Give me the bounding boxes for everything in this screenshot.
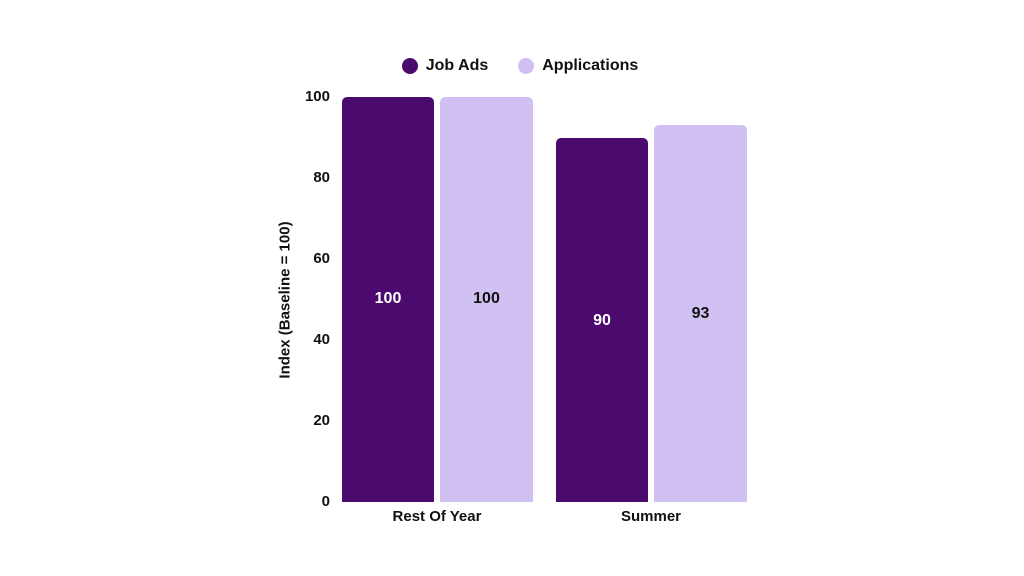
x-tick: Summer xyxy=(620,508,682,525)
chart-legend: Job Ads Applications xyxy=(0,57,1024,75)
legend-swatch-job-ads xyxy=(401,58,418,74)
legend-label: Job Ads xyxy=(425,57,489,74)
y-tick: 20 xyxy=(313,412,330,429)
data-label: 90 xyxy=(593,312,611,329)
bar-job-ads-summer[interactable]: 90 xyxy=(556,138,648,502)
legend-item-applications[interactable]: Applications xyxy=(518,57,638,75)
data-label: 100 xyxy=(374,290,402,307)
legend-label: Applications xyxy=(542,57,639,74)
y-tick: 60 xyxy=(313,250,330,267)
y-tick: 40 xyxy=(313,331,330,348)
y-tick: 100 xyxy=(304,88,330,105)
legend-item-job-ads[interactable]: Job Ads xyxy=(401,57,489,75)
bar-applications-summer[interactable]: 93 xyxy=(654,125,747,502)
y-tick: 80 xyxy=(313,169,330,186)
y-tick: 0 xyxy=(321,493,330,510)
data-label: 100 xyxy=(473,290,500,307)
y-axis-label: Index (Baseline = 100) xyxy=(276,221,294,379)
bar-applications-rest-of-year[interactable]: 100 xyxy=(440,97,533,502)
bar-job-ads-rest-of-year[interactable]: 100 xyxy=(342,97,434,502)
legend-swatch-applications xyxy=(518,58,535,74)
x-tick: Rest Of Year xyxy=(392,508,482,525)
data-label: 93 xyxy=(691,305,710,322)
